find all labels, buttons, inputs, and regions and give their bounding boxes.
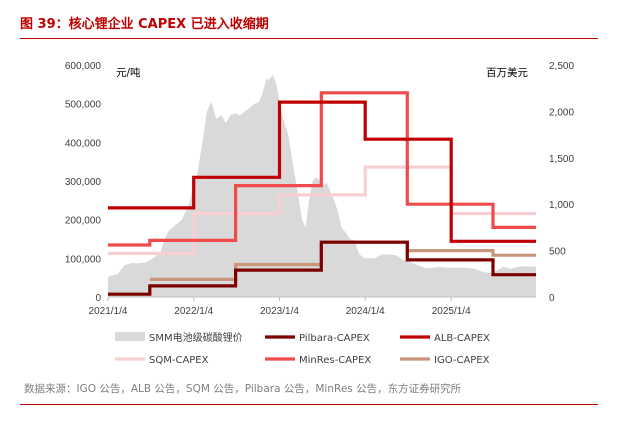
x-tick-label: 2022/1/4 <box>174 306 213 317</box>
y-right-tick-label: 1,500 <box>549 154 574 165</box>
x-tick-label: 2025/1/4 <box>432 306 471 317</box>
legend-label: ALB-CAPEX <box>434 333 490 344</box>
legend-item-pilbara: Pilbara-CAPEX <box>265 333 370 344</box>
y-right-tick-label: 1,000 <box>549 200 574 211</box>
legend-item-minres: MinRes-CAPEX <box>265 355 371 366</box>
pilbara-capex-line <box>108 240 536 296</box>
y-right-tick-label: 0 <box>549 293 555 304</box>
title-underline <box>20 38 598 39</box>
alb-capex-line <box>108 100 536 243</box>
y-right-tick-label: 500 <box>549 247 566 258</box>
legend-label: Pilbara-CAPEX <box>299 333 370 344</box>
x-tick-label: 2024/1/4 <box>346 306 385 317</box>
legend-item-igo: IGO-CAPEX <box>400 355 490 366</box>
legend-item-alb: ALB-CAPEX <box>400 333 490 344</box>
y-left-unit: 元/吨 <box>116 66 141 79</box>
y-right-tick-label: 2,000 <box>549 107 574 118</box>
minres-capex-line <box>108 91 536 247</box>
axes-layer: 2021/1/4 2022/1/4 2023/1/4 2024/1/4 2025/1/4… <box>65 61 575 317</box>
chart-canvas: 2021/1/4 2022/1/4 2023/1/4 2024/1/4 2025/1/4… <box>65 61 575 366</box>
x-tick-label: 2023/1/4 <box>260 306 299 317</box>
y-left-tick-label: 600,000 <box>65 61 102 72</box>
y-left-tick-label: 300,000 <box>65 177 102 188</box>
chart-title: 图 39：核心锂企业 CAPEX 已进入收缩期 <box>20 17 269 32</box>
legend-swatch <box>115 332 145 341</box>
bottom-divider <box>20 404 598 405</box>
source-note: 数据来源：IGO 公告，ALB 公告，SQM 公告，Pilbara 公告，Min… <box>24 383 462 395</box>
x-tick-label: 2021/1/4 <box>89 306 128 317</box>
legend-label: IGO-CAPEX <box>434 355 490 366</box>
y-left-tick-label: 100,000 <box>65 254 102 265</box>
y-left-tick-label: 500,000 <box>65 100 102 111</box>
y-left-tick-label: 200,000 <box>65 216 102 227</box>
legend: SMM电池级碳酸锂价 Pilbara-CAPEX ALB-CAPEX SQM-CAPE… <box>115 331 490 366</box>
legend-label: MinRes-CAPEX <box>299 355 371 366</box>
legend-item-smm: SMM电池级碳酸锂价 <box>115 331 243 344</box>
y-right-tick-label: 2,500 <box>549 61 574 72</box>
legend-label: SMM电池级碳酸锂价 <box>149 331 243 344</box>
y-right-unit: 百万美元 <box>486 66 528 79</box>
y-left-tick-label: 400,000 <box>65 138 102 149</box>
capex-lines-layer <box>108 91 536 296</box>
y-left-tick-label: 0 <box>95 293 101 304</box>
legend-label: SQM-CAPEX <box>149 355 209 366</box>
legend-item-sqm: SQM-CAPEX <box>115 355 209 366</box>
